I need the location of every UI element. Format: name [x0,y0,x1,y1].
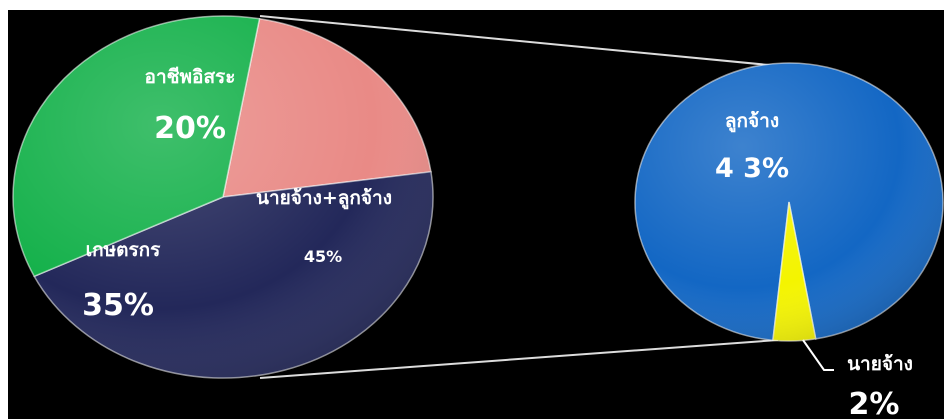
slice-value-employee: 4 3% [715,153,789,184]
slice-label-farmer: เกษตรกร [86,239,162,261]
detail-pie [634,62,944,342]
slice-value-employer: 2% [849,387,900,419]
slice-value-employer-employee: 45% [304,247,342,266]
slice-value-farmer: 35% [82,288,154,323]
slice-label-employee: ลูกจ้าง [725,110,779,133]
employer-callout-leader [802,339,834,371]
slice-value-freelance: 20% [154,111,226,146]
chart-frame: อาชีพอิสระ 20% นายจ้าง+ลูกจ้าง 45% เกษตร… [8,10,944,419]
slice-label-employer: นายจ้าง [847,353,913,375]
slice-label-employer-employee: นายจ้าง+ลูกจ้าง [256,187,392,210]
pie-chart-svg: อาชีพอิสระ 20% นายจ้าง+ลูกจ้าง 45% เกษตร… [12,15,944,419]
slice-label-freelance: อาชีพอิสระ [145,66,236,88]
